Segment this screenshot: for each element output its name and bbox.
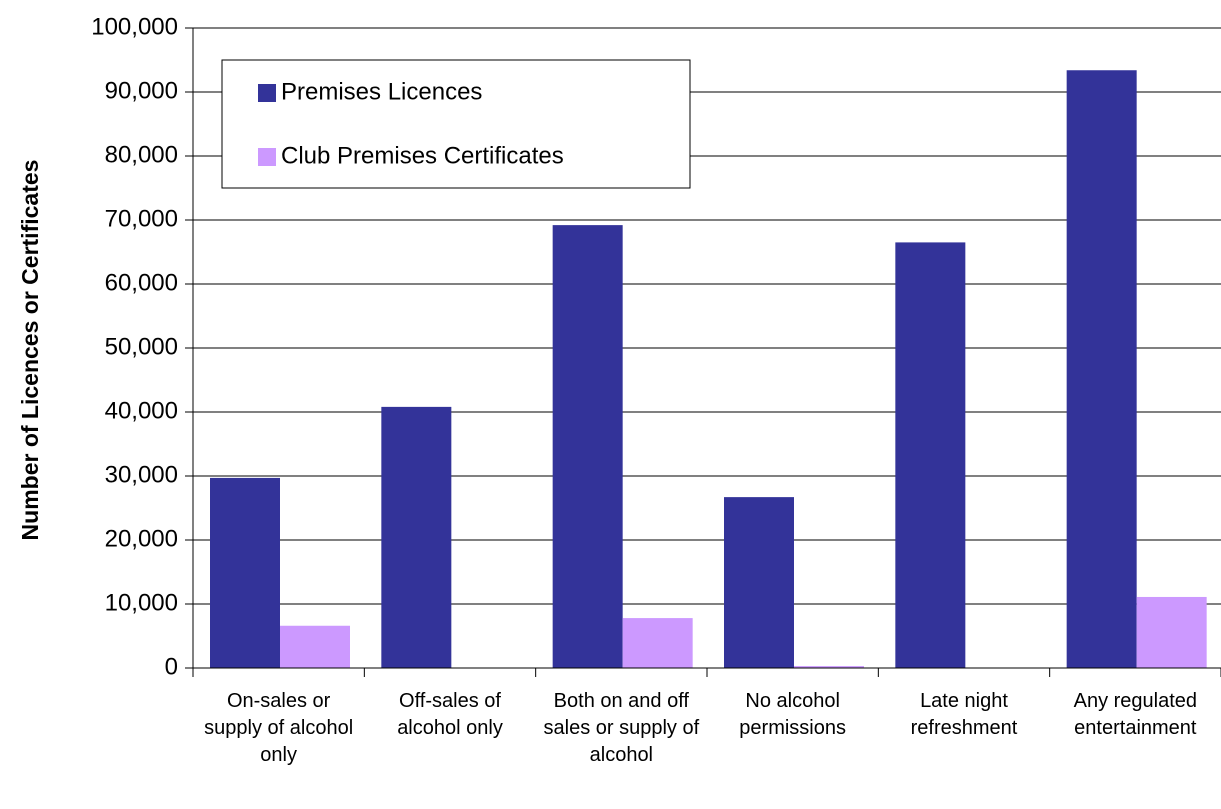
y-tick-label: 80,000 <box>105 141 178 168</box>
bar <box>1066 70 1137 669</box>
legend-label: Premises Licences <box>281 78 482 105</box>
x-tick-label: Off-sales of alcohol only <box>397 690 503 739</box>
bar <box>895 242 966 668</box>
bar <box>280 625 350 668</box>
y-tick-label: 40,000 <box>105 397 178 424</box>
y-tick-label: 0 <box>165 653 178 680</box>
bar <box>381 406 452 668</box>
legend-box <box>221 59 691 189</box>
bar <box>552 225 623 668</box>
y-tick-label: 50,000 <box>105 333 178 360</box>
legend-swatch <box>258 84 276 102</box>
y-tick-label: 70,000 <box>105 205 178 232</box>
y-axis-title: Number of Licences or Certificates <box>17 160 43 541</box>
x-tick-label: On-sales or supply of alcohol only <box>204 690 354 766</box>
bar <box>1136 596 1207 668</box>
bar <box>622 618 693 668</box>
legend-swatch <box>258 148 276 166</box>
x-tick-label: Any regulated entertainment <box>1073 690 1198 739</box>
y-tick-label: 20,000 <box>105 525 178 552</box>
y-tick-label: 100,000 <box>91 13 178 40</box>
bar <box>794 666 864 668</box>
legend-label: Club Premises Certificates <box>281 142 564 169</box>
bar <box>724 497 794 668</box>
y-tick-label: 60,000 <box>105 269 178 296</box>
x-tick-label: Late night refreshment <box>910 690 1018 739</box>
y-tick-label: 90,000 <box>105 77 178 104</box>
bar <box>210 477 280 668</box>
y-tick-label: 10,000 <box>105 589 178 616</box>
x-tick-label: Both on and off sales or supply of alcoh… <box>543 690 700 766</box>
x-tick-label: No alcohol permissions <box>739 690 846 739</box>
y-tick-label: 30,000 <box>105 461 178 488</box>
